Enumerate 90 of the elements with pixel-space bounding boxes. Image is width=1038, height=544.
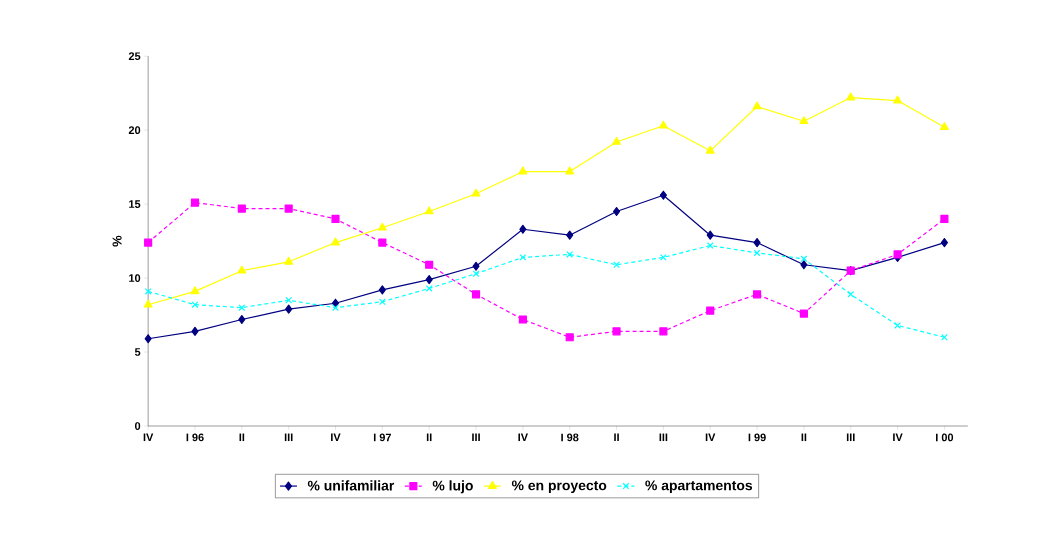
point [471, 290, 481, 299]
point [706, 242, 714, 249]
point [424, 206, 434, 215]
point [613, 261, 620, 269]
point [144, 238, 153, 247]
legend-label: % apartamentos [645, 480, 753, 493]
point [285, 304, 293, 314]
y-tick-label: 20 [128, 126, 141, 134]
point [471, 188, 481, 197]
point [518, 166, 528, 175]
x-tick-label: I 00 [936, 433, 954, 442]
point [519, 253, 527, 261]
point [518, 315, 527, 324]
point [331, 214, 340, 223]
y-tick-label: 10 [129, 274, 141, 282]
x-tick-label: II [801, 433, 807, 441]
x-tick-label: II [614, 433, 619, 441]
point [378, 238, 387, 247]
point [472, 261, 480, 271]
x-tick-label: I 96 [186, 433, 204, 442]
point [799, 116, 809, 125]
point [565, 166, 575, 175]
point [425, 284, 433, 292]
x-tick-label: I 99 [748, 433, 766, 442]
y-axis-title: % [112, 235, 122, 247]
point [752, 101, 762, 110]
point [144, 287, 152, 295]
point [612, 136, 622, 145]
x-tick-label: IV [143, 433, 154, 441]
point [144, 334, 152, 344]
point [659, 190, 667, 200]
point [377, 222, 387, 231]
point [191, 326, 199, 336]
point [331, 298, 340, 308]
point [332, 304, 339, 311]
y-tick-label: 0 [135, 422, 141, 430]
legend-label: % en proyecto [511, 480, 607, 493]
point [566, 230, 574, 240]
point [425, 260, 434, 269]
point [472, 270, 480, 277]
point [565, 333, 574, 342]
point [705, 145, 715, 154]
point [191, 301, 199, 309]
point [237, 265, 247, 274]
point [238, 304, 246, 311]
y-tick-label: 5 [134, 348, 141, 356]
point [706, 230, 714, 240]
point [753, 237, 761, 248]
x-tick-label: III [472, 433, 480, 441]
point [238, 314, 246, 325]
point [800, 260, 808, 270]
x-tick-label: IV [705, 433, 716, 441]
point [658, 120, 668, 129]
y-tick-label: 25 [128, 52, 141, 60]
point [940, 237, 948, 248]
point [190, 286, 200, 295]
point [143, 299, 153, 308]
point [612, 206, 621, 217]
point [752, 290, 762, 299]
y-tick-label: 15 [129, 200, 141, 208]
point [939, 122, 949, 130]
point [706, 306, 715, 315]
x-tick-label: III [659, 433, 668, 441]
x-tick-label: II [239, 433, 245, 441]
legend-label: % lujo [432, 480, 473, 494]
x-tick-label: I 98 [561, 433, 579, 442]
x-tick-label: II [426, 433, 432, 441]
point [284, 204, 293, 213]
point [566, 250, 574, 258]
point [941, 333, 948, 341]
point [893, 95, 903, 104]
x-tick-label: I 97 [373, 433, 391, 442]
point [519, 224, 527, 234]
x-tick-label: III [284, 433, 293, 441]
point [612, 327, 621, 336]
point [237, 204, 246, 213]
x-tick-label: IV [893, 433, 903, 441]
legend-label: % unifamiliar [307, 480, 395, 491]
point [190, 198, 200, 207]
point [331, 237, 340, 246]
point [799, 309, 808, 318]
x-tick-label: IV [331, 433, 341, 441]
x-tick-label: III [846, 433, 855, 441]
point [846, 92, 856, 101]
point [659, 327, 668, 336]
point [284, 256, 294, 265]
point [425, 274, 433, 285]
point [378, 285, 386, 295]
point [940, 214, 949, 223]
x-tick-label: IV [518, 433, 528, 441]
